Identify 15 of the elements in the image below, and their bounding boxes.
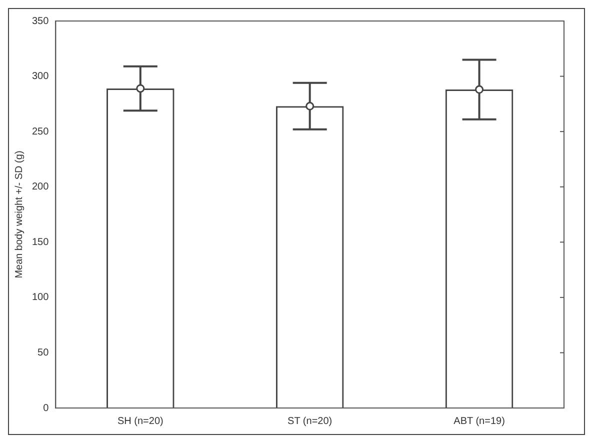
y-tick-label: 250 bbox=[32, 126, 50, 138]
y-tick-label: 0 bbox=[43, 402, 50, 414]
point bbox=[475, 85, 484, 94]
y-tick-label: 300 bbox=[32, 71, 50, 82]
y-tick-label: 200 bbox=[32, 182, 50, 193]
point bbox=[136, 84, 145, 93]
point bbox=[306, 102, 314, 110]
y-tick-label: 350 bbox=[32, 16, 50, 27]
y-tick-label: 50 bbox=[38, 347, 50, 358]
y-tick-label: 100 bbox=[32, 292, 50, 304]
x-tick-label: SH (n=20) bbox=[117, 416, 164, 427]
y-axis-title: Mean body weight +/- SD (g) bbox=[14, 150, 25, 278]
x-tick-label: ABT (n=19) bbox=[454, 416, 505, 427]
x-tick-label: ST (n=20) bbox=[288, 416, 332, 427]
y-tick-label: 150 bbox=[32, 236, 50, 248]
